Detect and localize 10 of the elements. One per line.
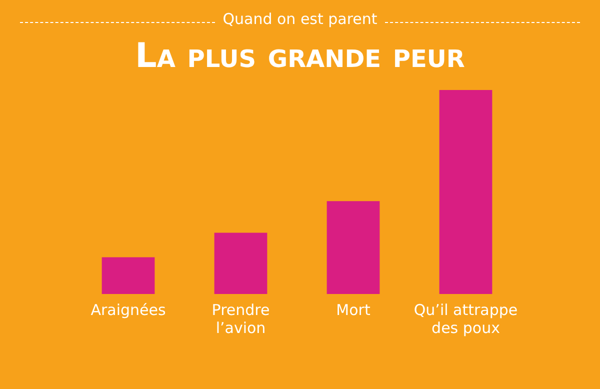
x-tick-label: Qu’il attrappe des poux <box>414 300 518 337</box>
chart-subtitle: Quand on est parent <box>222 10 378 28</box>
bar <box>214 232 268 294</box>
x-tick-label: Araignées <box>90 300 166 319</box>
bar <box>439 90 492 294</box>
chart-title: La plus grande peur <box>134 36 466 76</box>
x-tick-label: Mort <box>336 300 370 319</box>
bar <box>326 201 380 294</box>
x-tick-label: Prendre l’avion <box>212 300 270 337</box>
bar <box>102 257 155 294</box>
